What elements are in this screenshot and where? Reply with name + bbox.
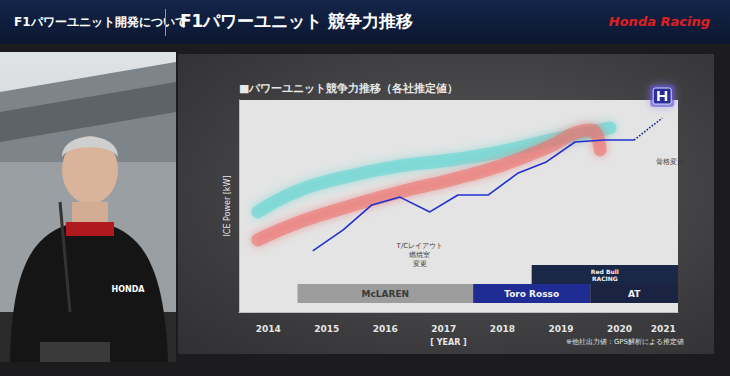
svg-text:2017: 2017 xyxy=(431,324,456,334)
svg-text:HONDA: HONDA xyxy=(111,285,145,294)
svg-text:2015: 2015 xyxy=(314,324,339,334)
svg-text:2014: 2014 xyxy=(256,324,281,334)
svg-text:2018: 2018 xyxy=(490,324,515,334)
svg-text:RACING: RACING xyxy=(592,275,618,282)
html-text:F1パワーユニット 競争力推移: F1パワーユニット 競争力推移 xyxy=(180,11,414,31)
svg-text:変更: 変更 xyxy=(413,260,427,268)
svg-text:■パワーユニット競争力推移（各社推定値）: ■パワーユニット競争力推移（各社推定値） xyxy=(239,82,458,95)
svg-text:Toro Rosso: Toro Rosso xyxy=(504,289,559,299)
html-text:Honda Racing: Honda Racing xyxy=(608,14,710,29)
html-text:F1パワーユニット開発について: F1パワーユニット開発について xyxy=(14,15,187,29)
svg-text:骨格変更: 骨格変更 xyxy=(656,158,684,166)
svg-text:McLAREN: McLAREN xyxy=(362,289,410,299)
svg-text:T/Cレイアウト: T/Cレイアウト xyxy=(396,242,444,250)
svg-text:燃焼室: 燃焼室 xyxy=(409,251,430,259)
svg-text:[ YEAR ]: [ YEAR ] xyxy=(430,338,467,347)
svg-text:2020: 2020 xyxy=(607,324,632,334)
svg-text:ICE Power [kW]: ICE Power [kW] xyxy=(223,175,232,236)
svg-text:2016: 2016 xyxy=(373,324,398,334)
svg-text:AT: AT xyxy=(628,289,641,299)
svg-text:※他社出力値：GPS解析による推定値: ※他社出力値：GPS解析による推定値 xyxy=(566,338,684,346)
svg-text:2019: 2019 xyxy=(548,324,573,334)
svg-text:Red Bull: Red Bull xyxy=(591,268,619,275)
svg-text:2021: 2021 xyxy=(651,324,676,334)
